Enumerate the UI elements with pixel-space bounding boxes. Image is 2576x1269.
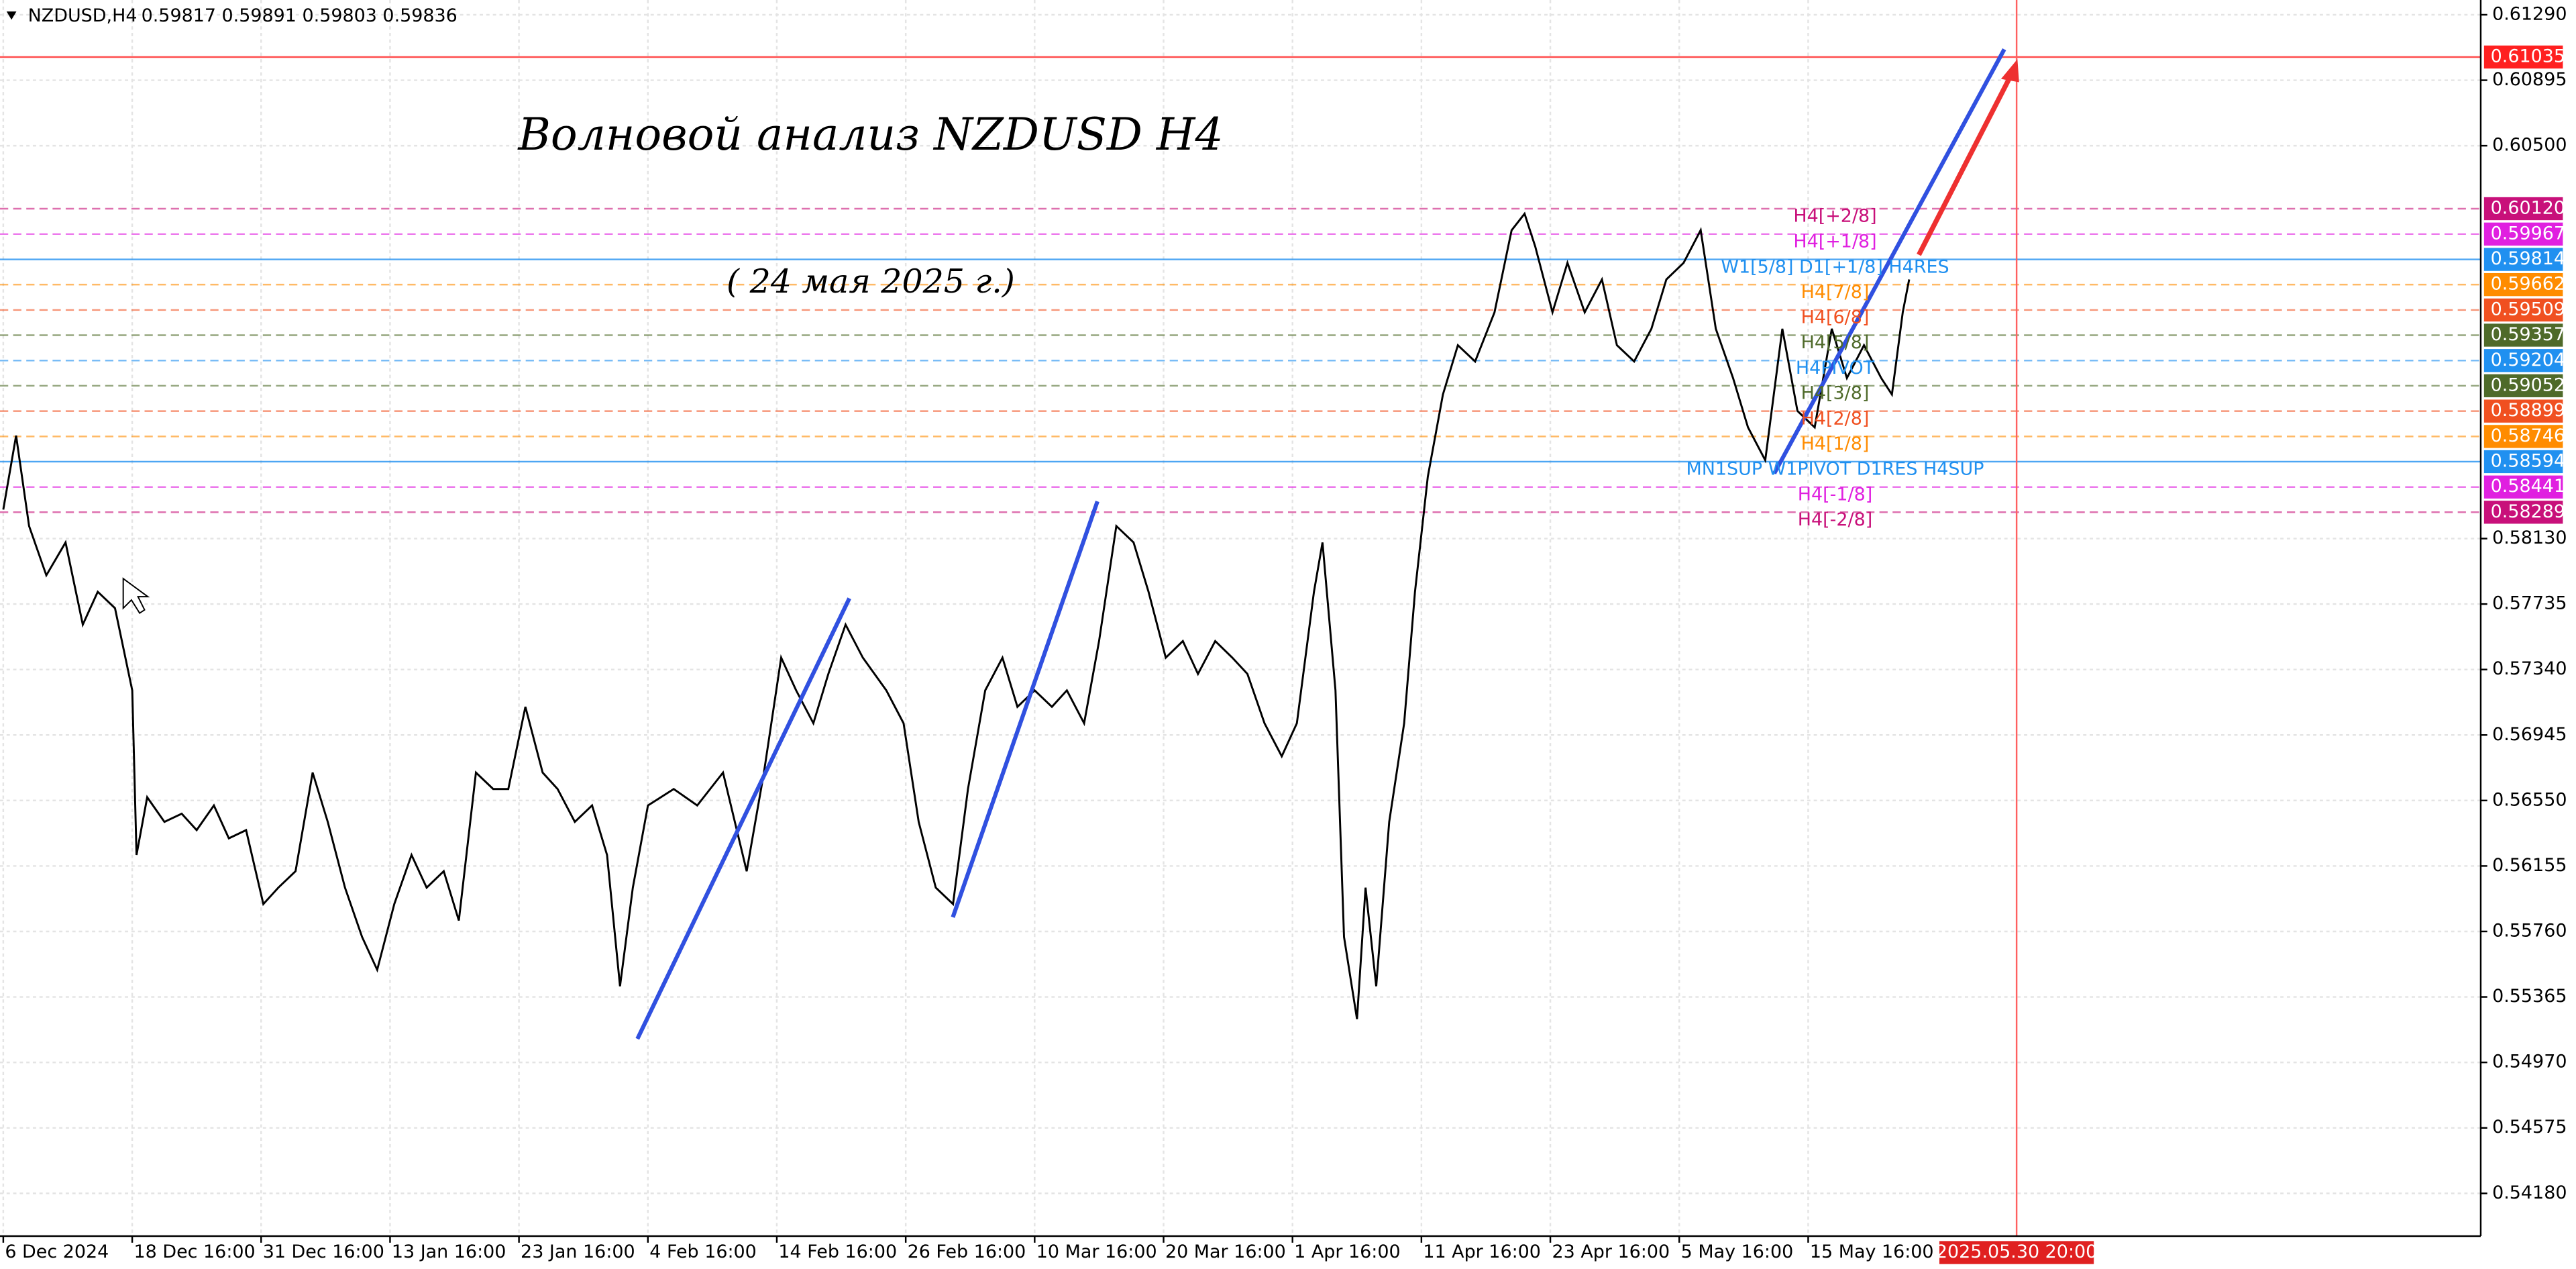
level-price-label: 0.58289 xyxy=(2491,501,2565,522)
level-price-box xyxy=(2483,248,2563,271)
level-price-box xyxy=(2483,475,2563,499)
level-price-label: 0.59509 xyxy=(2491,299,2565,319)
level-price-label: 0.59662 xyxy=(2491,274,2565,295)
x-tick-label: 11 Apr 16:00 xyxy=(1423,1241,1541,1262)
level-price-box xyxy=(2483,298,2563,322)
level-price-box xyxy=(2483,323,2563,347)
x-tick-label: 15 May 16:00 xyxy=(1810,1241,1934,1262)
x-tick-label: 18 Dec 16:00 xyxy=(134,1241,256,1262)
level-price-box xyxy=(2483,197,2563,221)
price-line xyxy=(2,211,1911,1019)
level-price-label: 0.59204 xyxy=(2491,350,2565,370)
level-name: H4PIVOT xyxy=(1796,358,1875,378)
level-price-box xyxy=(2483,425,2563,448)
chart-subtitle: ( 24 мая 2025 г.) xyxy=(727,262,1015,301)
level-name: H4[6/8] xyxy=(1801,307,1870,328)
mouse-cursor xyxy=(122,577,150,615)
level-name: W1[5/8] D1[+1/8] H4RES xyxy=(1721,256,1949,277)
level-price-box xyxy=(2483,45,2563,69)
level-price-label: 0.60120 xyxy=(2491,197,2565,218)
x-tick-label: 1 Apr 16:00 xyxy=(1294,1241,1400,1262)
level-price-label: 0.58899 xyxy=(2491,400,2565,421)
y-tick-label: 0.58130 xyxy=(2492,527,2567,548)
x-tick-label: 31 Dec 16:00 xyxy=(263,1241,384,1262)
symbol: NZDUSD,H4 xyxy=(28,5,138,26)
level-name: H4[+1/8] xyxy=(1793,232,1876,252)
level-name: H4[-1/8] xyxy=(1798,484,1872,505)
trend-line xyxy=(1772,48,2006,474)
forecast-arrow xyxy=(1917,68,2017,256)
y-tick-label: 0.55365 xyxy=(2492,986,2567,1007)
level-price-label: 0.61035 xyxy=(2491,46,2565,66)
grid xyxy=(0,0,2487,1243)
x-tick-label: 20 Mar 16:00 xyxy=(1165,1241,1286,1262)
level-name: H4[3/8] xyxy=(1801,383,1870,404)
y-tick-label: 0.57735 xyxy=(2492,593,2567,614)
y-tick-label: 0.56945 xyxy=(2492,724,2567,745)
time-marker-label: 2025.05.30 20:00 xyxy=(1936,1241,2097,1262)
level-name: H4[7/8] xyxy=(1801,282,1870,303)
x-tick-label: 23 Jan 16:00 xyxy=(521,1241,635,1262)
level-price-box xyxy=(2483,272,2563,297)
level-price-label: 0.58746 xyxy=(2491,425,2565,446)
chart-title: Волновой анализ NZDUSD H4 xyxy=(517,109,1223,160)
level-price-box xyxy=(2483,222,2563,246)
x-tick-label: 5 May 16:00 xyxy=(1681,1241,1794,1262)
y-tick-label: 0.56155 xyxy=(2492,855,2567,876)
y-tick-label: 0.54970 xyxy=(2492,1052,2567,1072)
level-price-box xyxy=(2483,374,2563,397)
level-name: H4[1/8] xyxy=(1801,434,1870,454)
levels xyxy=(0,56,2481,513)
level-price-label: 0.59814 xyxy=(2491,248,2565,269)
level-price-label: 0.58441 xyxy=(2491,476,2565,497)
x-tick-label: 6 Dec 2024 xyxy=(5,1241,109,1262)
level-name: MN1SUP W1PIVOT D1RES H4SUP xyxy=(1686,459,1984,480)
x-tick-label: 4 Feb 16:00 xyxy=(649,1241,757,1262)
level-price-label: 0.59052 xyxy=(2491,374,2565,395)
x-tick-label: 26 Feb 16:00 xyxy=(908,1241,1026,1262)
y-tick-label: 0.55760 xyxy=(2492,920,2567,941)
y-tick-label: 0.54575 xyxy=(2492,1117,2567,1137)
x-tick-label: 13 Jan 16:00 xyxy=(392,1241,506,1262)
trend-line xyxy=(951,501,1099,918)
trend-line xyxy=(635,597,851,1040)
y-tick-label: 0.60500 xyxy=(2492,135,2567,156)
y-tick-label: 0.61290 xyxy=(2492,3,2567,24)
plot xyxy=(2,0,2018,1237)
level-price-box xyxy=(2483,501,2563,524)
y-tick-label: 0.54180 xyxy=(2492,1182,2567,1203)
level-price-box xyxy=(2483,349,2563,372)
level-name: H4[-2/8] xyxy=(1798,509,1872,530)
y-tick-label: 0.60895 xyxy=(2492,69,2567,90)
level-price-box xyxy=(2483,450,2563,474)
level-price-box xyxy=(2483,399,2563,423)
x-tick-label: 10 Mar 16:00 xyxy=(1036,1241,1157,1262)
x-tick-label: 23 Apr 16:00 xyxy=(1552,1241,1670,1262)
menu-icon[interactable] xyxy=(6,11,17,20)
level-name: H4[5/8] xyxy=(1801,332,1870,353)
level-price-label: 0.59967 xyxy=(2491,223,2565,244)
y-tick-label: 0.57340 xyxy=(2492,658,2567,679)
quote: 0.59817 0.59891 0.59803 0.59836 xyxy=(142,5,458,26)
level-name: H4[+2/8] xyxy=(1793,206,1876,227)
y-tick-label: 0.56550 xyxy=(2492,789,2567,810)
level-price-label: 0.59357 xyxy=(2491,324,2565,345)
level-name: H4[2/8] xyxy=(1801,408,1870,429)
level-price-label: 0.58594 xyxy=(2491,450,2565,471)
x-tick-label: 14 Feb 16:00 xyxy=(778,1241,897,1262)
arrow-head xyxy=(2000,59,2019,83)
time-marker-box xyxy=(1939,1241,2094,1264)
